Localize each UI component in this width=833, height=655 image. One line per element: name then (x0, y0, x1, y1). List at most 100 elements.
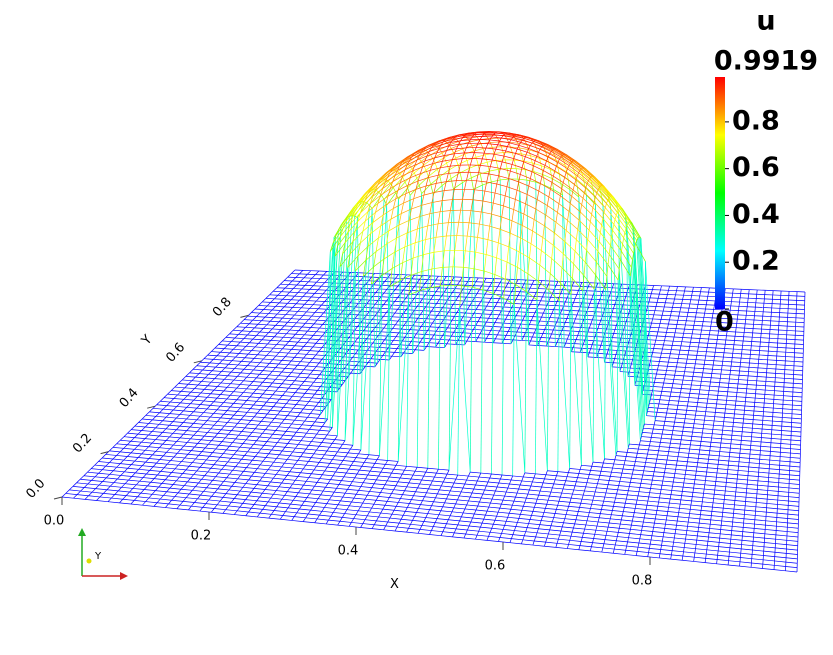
mesh-line (358, 357, 363, 363)
mesh-line (224, 348, 234, 350)
mesh-line (738, 370, 740, 376)
mesh-line (418, 151, 429, 159)
mesh-line (688, 350, 698, 352)
mesh-line (331, 237, 335, 400)
mesh-line (659, 357, 661, 362)
mesh-line (606, 191, 617, 204)
mesh-line (660, 438, 662, 443)
mesh-line (260, 362, 270, 364)
mesh-line (303, 346, 313, 348)
mesh-line (574, 184, 585, 193)
mesh-line (486, 334, 489, 339)
mesh-line (448, 144, 459, 147)
mesh-line (780, 451, 791, 454)
mesh-line (772, 420, 783, 423)
mesh-line (702, 424, 705, 429)
mesh-line (735, 400, 746, 403)
mesh-line (414, 345, 418, 350)
mesh-line (791, 435, 801, 437)
mesh-line (566, 171, 577, 179)
mesh-line (371, 208, 376, 367)
mesh-line (680, 345, 690, 347)
mesh-line (251, 308, 256, 313)
mesh-line (598, 241, 610, 255)
mesh-line (715, 407, 726, 410)
mesh-line (701, 325, 703, 331)
mesh-line (706, 351, 716, 353)
mesh-line (671, 430, 674, 435)
mesh-line (560, 156, 571, 164)
mesh-line (426, 152, 437, 157)
mesh-line (673, 375, 676, 380)
mesh-line (190, 403, 201, 405)
mesh-line (226, 356, 236, 358)
mesh-line (568, 163, 571, 166)
mesh-line (386, 296, 390, 302)
mesh-line (390, 343, 400, 346)
mesh-line (694, 363, 696, 369)
mesh-line (685, 414, 696, 416)
mesh-line (450, 178, 454, 190)
mesh-line (506, 178, 509, 187)
mesh-line (651, 352, 653, 357)
mesh-line (702, 368, 704, 373)
mesh-line (488, 173, 499, 177)
mesh-line (450, 148, 454, 153)
mesh-line (504, 133, 515, 137)
mesh-line (328, 399, 332, 404)
mesh-line (301, 384, 311, 387)
mesh-line (281, 368, 286, 373)
mesh-line (249, 369, 254, 374)
mesh-line (703, 360, 706, 365)
mesh-line (197, 381, 202, 386)
mesh-line (557, 162, 568, 170)
mesh-line (482, 185, 485, 343)
mesh-line (294, 311, 299, 316)
mesh-line (270, 406, 274, 411)
mesh-line (716, 339, 718, 344)
mesh-line (727, 318, 730, 324)
mesh-line (425, 170, 429, 177)
mesh-line (535, 147, 539, 153)
mesh-line (389, 165, 401, 173)
mesh-line (671, 341, 674, 346)
mesh-line (752, 423, 763, 425)
mesh-line (359, 369, 364, 374)
mesh-line (312, 331, 317, 336)
mesh-line (690, 337, 692, 343)
mesh-line (688, 397, 699, 399)
mesh-line (479, 136, 483, 140)
mesh-line (225, 367, 235, 369)
mesh-line (452, 288, 456, 293)
mesh-line (624, 350, 627, 356)
mesh-line (629, 363, 632, 369)
mesh-line (269, 291, 274, 296)
mesh-line (602, 218, 613, 231)
mesh-line (506, 132, 517, 136)
mesh-line (257, 323, 267, 326)
mesh-line (272, 370, 282, 373)
mesh-line (672, 303, 674, 308)
mesh-line (501, 146, 504, 153)
mesh-line (464, 328, 474, 330)
mesh-line (315, 402, 320, 407)
mesh-line (374, 311, 379, 317)
mesh-line (563, 159, 574, 167)
mesh-line (466, 172, 469, 181)
mesh-line (611, 237, 622, 252)
mesh-line (468, 131, 479, 134)
mesh-line (406, 348, 416, 351)
mesh-line (310, 338, 320, 340)
mesh-line (485, 143, 489, 149)
mesh-line (525, 136, 536, 141)
mesh-line (289, 329, 299, 331)
mesh-line (379, 347, 389, 349)
mesh-line (313, 381, 324, 384)
mesh-line (687, 401, 689, 407)
mesh-line (405, 294, 409, 299)
mesh-line (658, 323, 661, 328)
mesh-line (606, 203, 617, 216)
mesh-line (791, 413, 802, 415)
mesh-line (173, 394, 178, 399)
mesh-line (582, 340, 586, 345)
